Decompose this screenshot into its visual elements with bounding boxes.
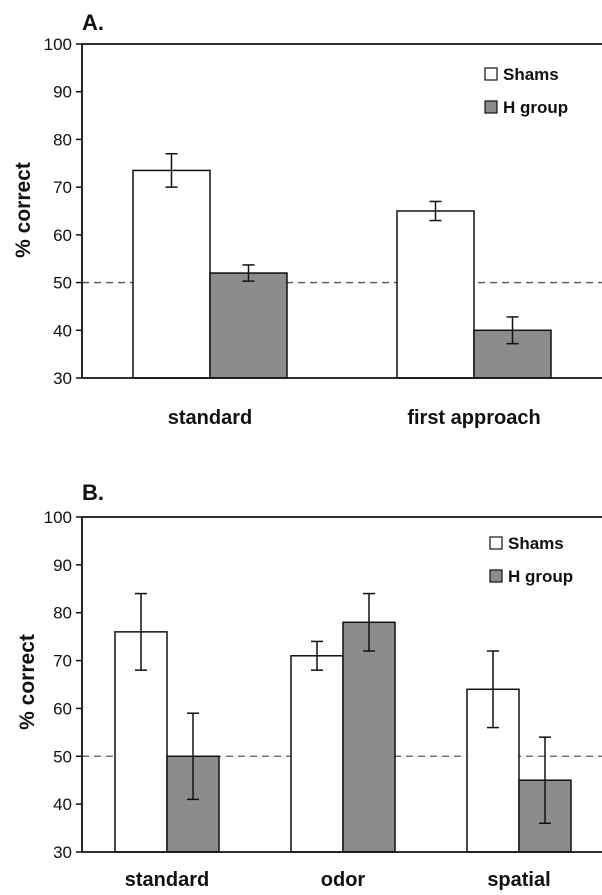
y-tick-label: 50 [53, 274, 72, 293]
category-label: spatial [487, 869, 550, 891]
y-tick-label: 100 [44, 35, 72, 54]
y-tick-label: 50 [53, 747, 72, 766]
panel-b-legend: Shams H group [489, 534, 573, 586]
category-label: first approach [407, 407, 540, 429]
category-label: standard [168, 407, 252, 429]
y-tick-label: 80 [53, 604, 72, 623]
y-tick-label: 60 [53, 699, 72, 718]
y-tick-label: 70 [53, 652, 72, 671]
panel-b-label: B. [82, 480, 104, 505]
legend-swatch-h-group [484, 100, 498, 114]
bar-shams [132, 169, 211, 379]
bar-h-group [209, 272, 288, 379]
y-tick-label: 100 [44, 508, 72, 527]
y-tick-label: 60 [53, 226, 72, 245]
bar-h-group [342, 621, 396, 853]
category-label: standard [125, 869, 209, 891]
category-label: odor [321, 869, 366, 891]
y-tick-label: 30 [53, 843, 72, 862]
panel-a-legend: Shams H group [484, 65, 568, 117]
y-tick-label: 40 [53, 321, 72, 340]
y-tick-label: 80 [53, 130, 72, 149]
panel-a: A. % correct Shams H group 30 40 50 60 70 80 9… [12, 10, 602, 429]
bar-shams [290, 655, 344, 853]
legend-label-h-group: H group [508, 567, 573, 586]
legend-label-shams: Shams [508, 534, 564, 553]
panel-a-y-axis-label: % correct [12, 162, 35, 258]
y-tick-label: 70 [53, 178, 72, 197]
legend-swatch-shams [484, 67, 498, 81]
y-tick-label: 40 [53, 795, 72, 814]
legend-label-h-group: H group [503, 98, 568, 117]
y-tick-label: 90 [53, 83, 72, 102]
panel-a-label: A. [82, 10, 104, 35]
legend-swatch-shams [489, 536, 503, 550]
panel-b-y-axis-label: % correct [16, 634, 39, 730]
legend-swatch-h-group [489, 569, 503, 583]
y-tick-label: 90 [53, 556, 72, 575]
legend-label-shams: Shams [503, 65, 559, 84]
panel-b: B. % correct Shams H group 30 40 50 60 70 80 9… [16, 480, 602, 891]
y-tick-label: 30 [53, 369, 72, 388]
bar-shams [396, 210, 475, 379]
